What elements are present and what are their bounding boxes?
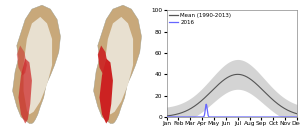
Polygon shape	[23, 17, 52, 114]
Polygon shape	[104, 17, 133, 114]
Polygon shape	[98, 46, 108, 75]
Legend: Mean (1990-2013), 2016: Mean (1990-2013), 2016	[169, 13, 231, 25]
Polygon shape	[13, 5, 61, 123]
Polygon shape	[17, 46, 27, 75]
Polygon shape	[94, 5, 142, 123]
Polygon shape	[19, 58, 32, 123]
Polygon shape	[100, 58, 113, 123]
